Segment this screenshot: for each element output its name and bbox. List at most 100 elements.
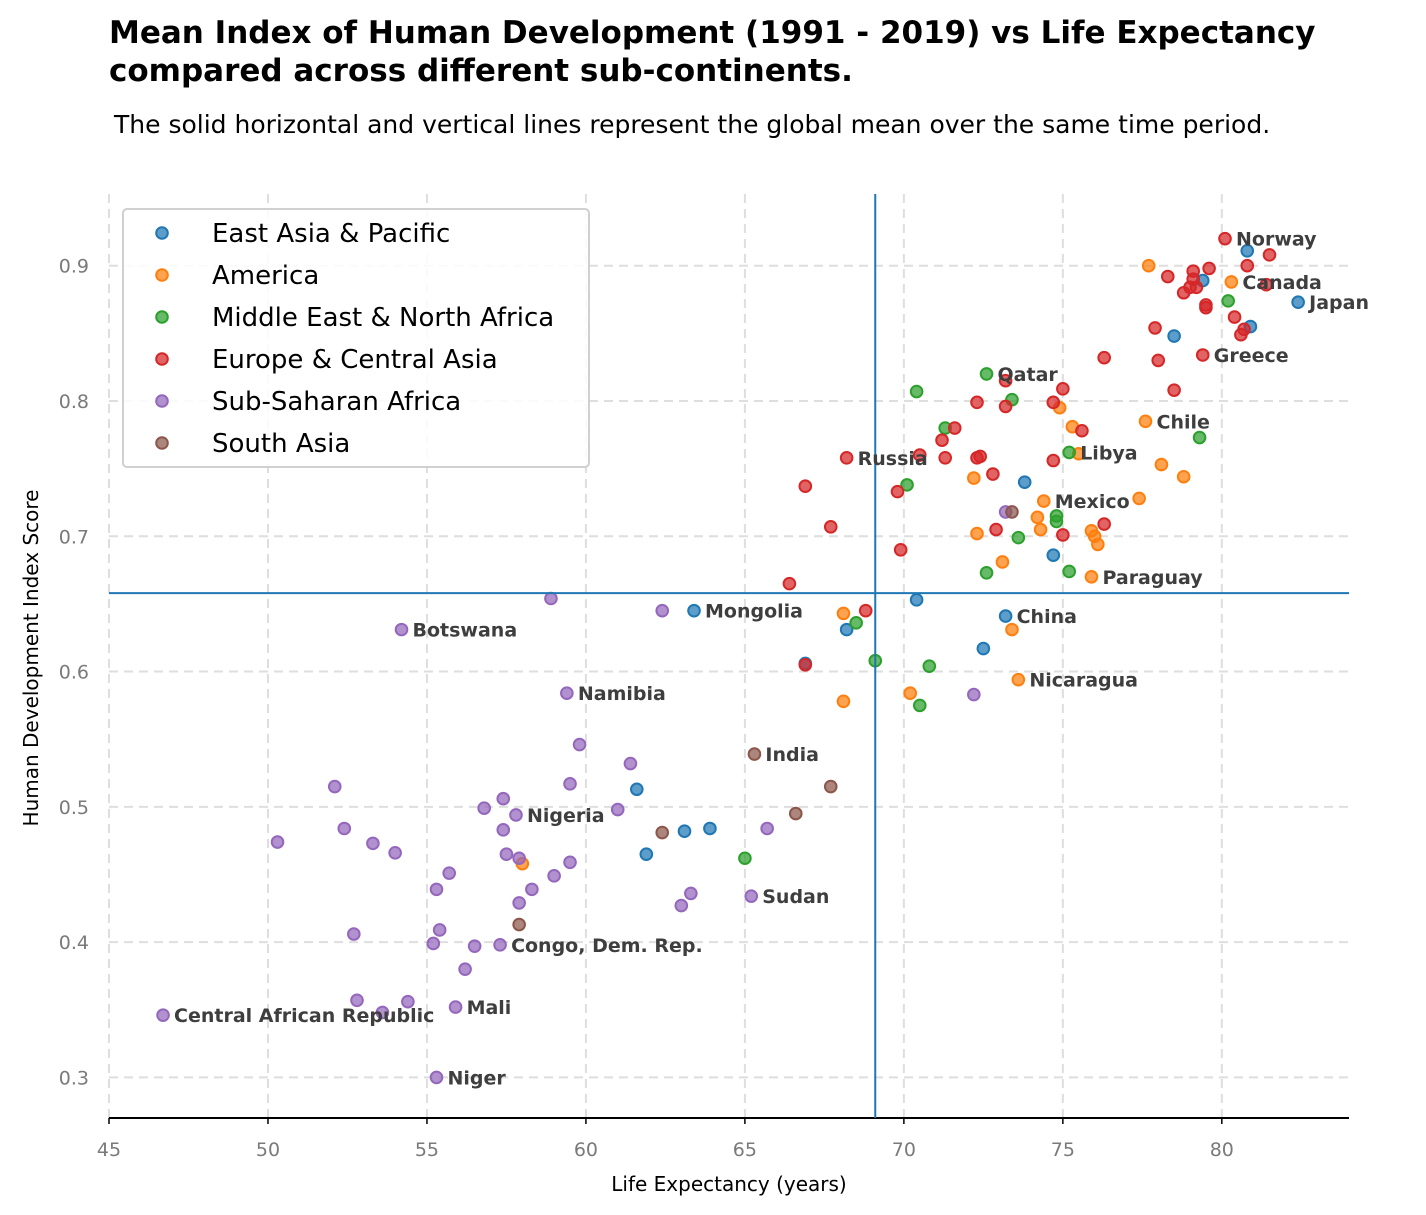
data-point: [1046, 453, 1061, 468]
data-point: [836, 606, 851, 621]
data-point: [998, 373, 1013, 388]
annotation-greece: Greece: [1214, 345, 1289, 367]
data-point: [327, 779, 342, 794]
annotation-botswana: Botswana: [413, 620, 518, 642]
data-point: [467, 939, 482, 953]
data-point: [979, 367, 994, 381]
data-point: [572, 737, 587, 752]
x-tick-label: 65: [733, 1139, 757, 1161]
data-point: [496, 791, 511, 806]
series-sub-saharan-africa: [156, 505, 1013, 1085]
data-point: [967, 471, 981, 485]
data-point: [1030, 510, 1045, 525]
data-point: [350, 993, 364, 1008]
legend-marker-america: [155, 268, 169, 282]
data-point: [744, 889, 759, 903]
data-point: [738, 851, 752, 866]
data-point: [849, 616, 863, 630]
y-axis-ticks: 0.3 0.4 0.5 0.6 0.7 0.8 0.9: [59, 256, 89, 1090]
data-point: [989, 522, 1003, 537]
data-point: [1091, 537, 1105, 552]
data-point: [560, 686, 574, 701]
data-point: [912, 698, 927, 713]
data-point: [375, 1005, 390, 1020]
data-point: [1218, 231, 1232, 246]
legend: East Asia & Pacific America Middle East & …: [122, 208, 590, 468]
data-point: [703, 821, 717, 836]
data-point: [922, 659, 937, 673]
legend-marker-europe-and-central-asia: [155, 352, 169, 366]
data-point: [1199, 300, 1213, 315]
annotation-qatar: Qatar: [998, 364, 1059, 386]
data-point: [858, 603, 873, 618]
annotation-china: China: [1017, 606, 1077, 628]
x-axis-ticks: 45 50 55 60 65 70 75 80: [97, 1118, 1234, 1161]
data-point: [788, 806, 803, 821]
data-point: [938, 451, 953, 465]
data-point: [1202, 261, 1216, 276]
annotation-mongolia: Mongolia: [705, 601, 803, 623]
data-point: [1176, 469, 1191, 484]
data-point: [1240, 244, 1255, 258]
y-tick-label: 0.3: [59, 1067, 89, 1089]
data-point: [1132, 491, 1146, 506]
data-point: [970, 526, 984, 541]
y-tick-label: 0.9: [59, 256, 89, 278]
data-point: [909, 384, 924, 399]
legend-label-europe-and-central-asia: Europe & Central Asia: [212, 345, 498, 375]
data-point: [998, 609, 1013, 623]
legend-label-south-asia: South Asia: [212, 429, 350, 459]
annotation-sudan: Sudan: [762, 886, 829, 908]
data-point: [347, 927, 361, 941]
data-point: [1221, 294, 1235, 308]
data-point: [823, 779, 838, 794]
data-point: [970, 395, 984, 410]
data-point: [1240, 258, 1255, 273]
data-point: [623, 756, 638, 771]
data-point: [499, 847, 514, 861]
data-point: [1192, 430, 1207, 445]
data-point: [512, 851, 526, 866]
data-point: [639, 847, 654, 861]
data-point: [1011, 672, 1026, 687]
series-east-asia-and-pacific: [629, 244, 1305, 861]
annotation-norway: Norway: [1236, 229, 1317, 251]
global-mean-lines: [109, 194, 1349, 1118]
data-point: [1046, 395, 1061, 410]
data-point: [976, 641, 991, 656]
legend-marker-south-asia: [155, 436, 169, 450]
data-point: [547, 869, 561, 883]
data-point: [893, 543, 908, 557]
data-point: [1167, 329, 1181, 343]
data-point: [458, 962, 472, 976]
data-point: [1056, 528, 1070, 542]
data-point: [477, 801, 491, 815]
legend-marker-sub-saharan-africa: [155, 394, 169, 408]
data-point: [337, 821, 352, 836]
annotation-libya: Libya: [1080, 442, 1137, 464]
x-tick-label: 80: [1210, 1139, 1234, 1161]
series-middle-east-and-north-africa: [738, 294, 1235, 866]
data-point: [903, 686, 918, 701]
legend-label-east-asia-and-pacific: East Asia & Pacific: [212, 219, 450, 249]
data-point: [270, 835, 285, 849]
data-point: [1148, 321, 1162, 335]
data-point: [493, 938, 507, 952]
annotation-canada: Canada: [1242, 272, 1322, 294]
data-point: [610, 802, 625, 817]
data-point: [1056, 382, 1070, 396]
y-tick-label: 0.4: [59, 932, 89, 954]
data-point: [1075, 423, 1089, 438]
y-tick-label: 0.6: [59, 662, 89, 684]
data-point: [1017, 475, 1032, 489]
data-point: [1224, 275, 1239, 289]
data-point: [156, 1008, 170, 1022]
data-point: [1167, 383, 1181, 397]
data-point: [1062, 564, 1077, 579]
data-point: [512, 917, 526, 932]
data-point: [967, 687, 981, 702]
annotation-nigeria: Nigeria: [527, 805, 605, 827]
data-point: [912, 448, 927, 462]
data-point: [1227, 310, 1242, 324]
